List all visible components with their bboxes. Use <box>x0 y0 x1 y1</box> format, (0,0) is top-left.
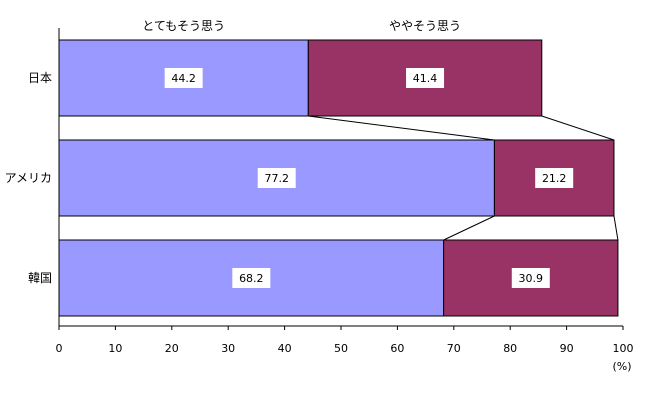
x-tick-label: 0 <box>56 342 63 355</box>
data-label: 44.2 <box>171 72 196 85</box>
x-tick-label: 40 <box>278 342 292 355</box>
x-tick-label: 100 <box>613 342 634 355</box>
x-tick-label: 10 <box>108 342 122 355</box>
connector-line <box>541 115 615 141</box>
data-label: 41.4 <box>413 72 438 85</box>
unit-label: (%) <box>612 360 631 373</box>
data-label-box <box>232 268 271 288</box>
legend-entry: とてもそう思う <box>142 19 225 33</box>
data-label-box <box>535 168 574 188</box>
data-label-box <box>406 68 445 88</box>
data-labels: 44.2 41.4 77.2 21.2 68.2 30.9 <box>164 68 574 288</box>
data-label: 21.2 <box>542 172 567 185</box>
x-tick-label: 50 <box>334 342 348 355</box>
category-label: 日本 <box>28 71 52 85</box>
data-label-box <box>257 168 296 188</box>
data-label-box <box>164 68 203 88</box>
data-label-box <box>511 268 550 288</box>
data-label: 77.2 <box>264 172 289 185</box>
legend-entry: ややそう思う <box>389 19 461 33</box>
x-tick-label: 30 <box>221 342 235 355</box>
x-tick-label: 90 <box>560 342 574 355</box>
connector-line <box>308 115 495 141</box>
x-axis-ticks: 0 10 20 30 40 50 60 70 80 90 100 <box>56 326 634 355</box>
data-label: 30.9 <box>519 272 544 285</box>
connector-line <box>443 215 495 241</box>
x-tick-label: 70 <box>447 342 461 355</box>
connector-lines <box>308 115 619 241</box>
category-label: アメリカ <box>5 171 52 185</box>
category-label: 韓国 <box>28 271 52 285</box>
x-tick-label: 60 <box>390 342 404 355</box>
connector-line <box>613 215 619 241</box>
legend: とてもそう思う ややそう思う <box>142 19 461 33</box>
x-tick-label: 20 <box>165 342 179 355</box>
data-label: 68.2 <box>239 272 264 285</box>
x-tick-label: 80 <box>503 342 517 355</box>
